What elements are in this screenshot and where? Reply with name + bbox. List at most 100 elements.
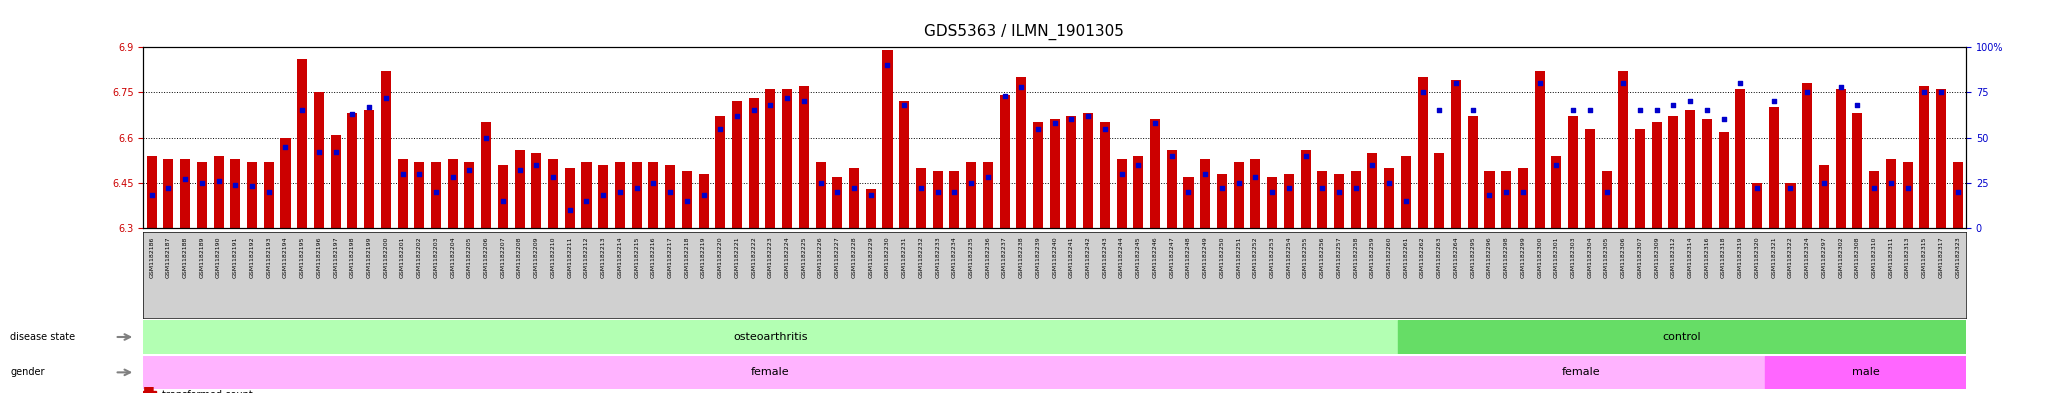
Bar [698,174,709,228]
Text: GSM1182318: GSM1182318 [1720,236,1726,278]
Bar [1167,150,1178,228]
Bar [498,165,508,228]
Text: GSM1182313: GSM1182313 [1905,236,1911,278]
Point [1423,107,1456,114]
Bar [1352,171,1360,228]
Text: GSM1182231: GSM1182231 [901,236,907,278]
Text: GSM1182306: GSM1182306 [1620,236,1626,278]
Point [553,207,586,213]
Bar [915,168,926,228]
Point [1741,185,1774,191]
Bar [649,162,657,228]
Text: GSM1182247: GSM1182247 [1169,236,1174,278]
Text: GSM1182244: GSM1182244 [1118,236,1124,278]
Text: GSM1182223: GSM1182223 [768,236,772,278]
Text: GSM1182235: GSM1182235 [969,236,973,278]
Bar [1100,123,1110,228]
Point [1774,185,1806,191]
Bar [313,92,324,228]
Text: GSM1182240: GSM1182240 [1053,236,1057,278]
Bar [1552,156,1561,228]
Bar [229,159,240,228]
Bar [666,165,676,228]
Bar [1217,174,1227,228]
Point [737,107,770,114]
Text: GSM1182217: GSM1182217 [668,236,672,278]
Text: GSM1182208: GSM1182208 [516,236,522,278]
Point [420,189,453,195]
Point [387,171,420,177]
Bar [465,162,475,228]
Point [1942,189,1974,195]
Bar [883,50,893,228]
Text: GSM1182229: GSM1182229 [868,236,872,278]
Text: GSM1182191: GSM1182191 [233,236,238,278]
Bar [1886,159,1896,228]
Bar [1769,107,1780,228]
Text: GSM1182321: GSM1182321 [1772,236,1776,278]
Point [905,185,938,191]
Point [1071,113,1104,119]
Point [469,134,502,141]
Text: GSM1182259: GSM1182259 [1370,236,1374,278]
Point [637,180,670,186]
Bar [750,98,758,228]
Text: GSM1182195: GSM1182195 [299,236,305,278]
Text: GSM1182304: GSM1182304 [1587,236,1593,278]
Text: GSM1182200: GSM1182200 [383,236,389,278]
Bar [932,171,942,228]
Point [1640,107,1673,114]
Bar [143,320,1397,354]
Bar [1116,159,1126,228]
Text: GSM1182227: GSM1182227 [836,236,840,278]
Point [971,174,1004,180]
Text: GSM1182298: GSM1182298 [1503,236,1509,278]
Point [236,183,268,189]
Text: GSM1182263: GSM1182263 [1438,236,1442,278]
Point [1858,185,1890,191]
Bar [1919,86,1929,228]
Bar [1397,320,1966,354]
Point [1288,152,1321,159]
Point [1589,189,1622,195]
Bar [213,156,223,228]
Bar [449,159,459,228]
Text: GSM1182239: GSM1182239 [1036,236,1040,278]
Bar [1534,71,1544,228]
Bar [799,86,809,228]
Point [369,95,401,101]
Point [1524,80,1556,86]
Text: GSM1182308: GSM1182308 [1855,236,1860,278]
Point [805,180,838,186]
Text: GSM1182222: GSM1182222 [752,236,756,278]
Point [1255,189,1288,195]
Text: GSM1182242: GSM1182242 [1085,236,1092,278]
Text: GSM1182261: GSM1182261 [1403,236,1409,278]
Text: GSM1182205: GSM1182205 [467,236,471,278]
Text: GSM1182237: GSM1182237 [1001,236,1008,278]
Text: GSM1182204: GSM1182204 [451,236,455,278]
Text: GSM1182257: GSM1182257 [1337,236,1341,278]
Text: GSM1182214: GSM1182214 [616,236,623,278]
Bar [530,152,541,228]
Text: GSM1182305: GSM1182305 [1604,236,1610,278]
Bar [1501,171,1511,228]
Bar [1765,356,1966,389]
Point [168,176,201,182]
Point [1087,125,1120,132]
Point [1841,102,1874,108]
Text: GSM1182192: GSM1182192 [250,236,254,278]
Bar [1870,171,1880,228]
Text: GDS5363 / ILMN_1901305: GDS5363 / ILMN_1901305 [924,24,1124,40]
Bar [1184,177,1194,228]
Point [588,192,621,198]
Text: GSM1182251: GSM1182251 [1237,236,1241,278]
Bar [565,168,575,228]
Bar [365,110,375,228]
Text: GSM1182241: GSM1182241 [1069,236,1073,278]
Bar [1300,150,1311,228]
Text: GSM1182316: GSM1182316 [1704,236,1710,278]
Text: GSM1182187: GSM1182187 [166,236,170,278]
Point [537,174,569,180]
Point [1608,80,1640,86]
